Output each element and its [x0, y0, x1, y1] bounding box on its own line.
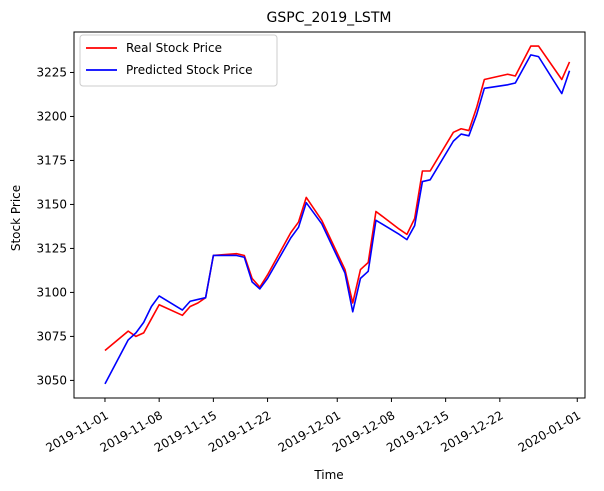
y-tick-label: 3125: [36, 241, 67, 255]
legend-label-real: Real Stock Price: [126, 41, 222, 55]
legend-box: [79, 34, 278, 87]
series-line-predicted: [104, 54, 571, 385]
y-axis-title: Stock Price: [9, 185, 23, 251]
plot-lines: [104, 45, 571, 385]
y-tick-label: 3075: [36, 329, 67, 343]
chart-title: GSPC_2019_LSTM: [267, 10, 392, 26]
legend-label-predicted: Predicted Stock Price: [126, 63, 252, 77]
y-tick-label: 3175: [36, 153, 67, 167]
x-axis-title: Time: [313, 468, 343, 482]
y-tick-label: 3200: [36, 109, 67, 123]
y-tick-label: 3050: [36, 373, 67, 387]
series-line-real: [104, 45, 571, 352]
legend: Real Stock Price Predicted Stock Price: [79, 34, 278, 87]
y-tick-label: 3150: [36, 197, 67, 211]
y-tick-label: 3225: [36, 65, 67, 79]
y-tick-label: 3100: [36, 285, 67, 299]
plot-frame: [73, 31, 586, 399]
